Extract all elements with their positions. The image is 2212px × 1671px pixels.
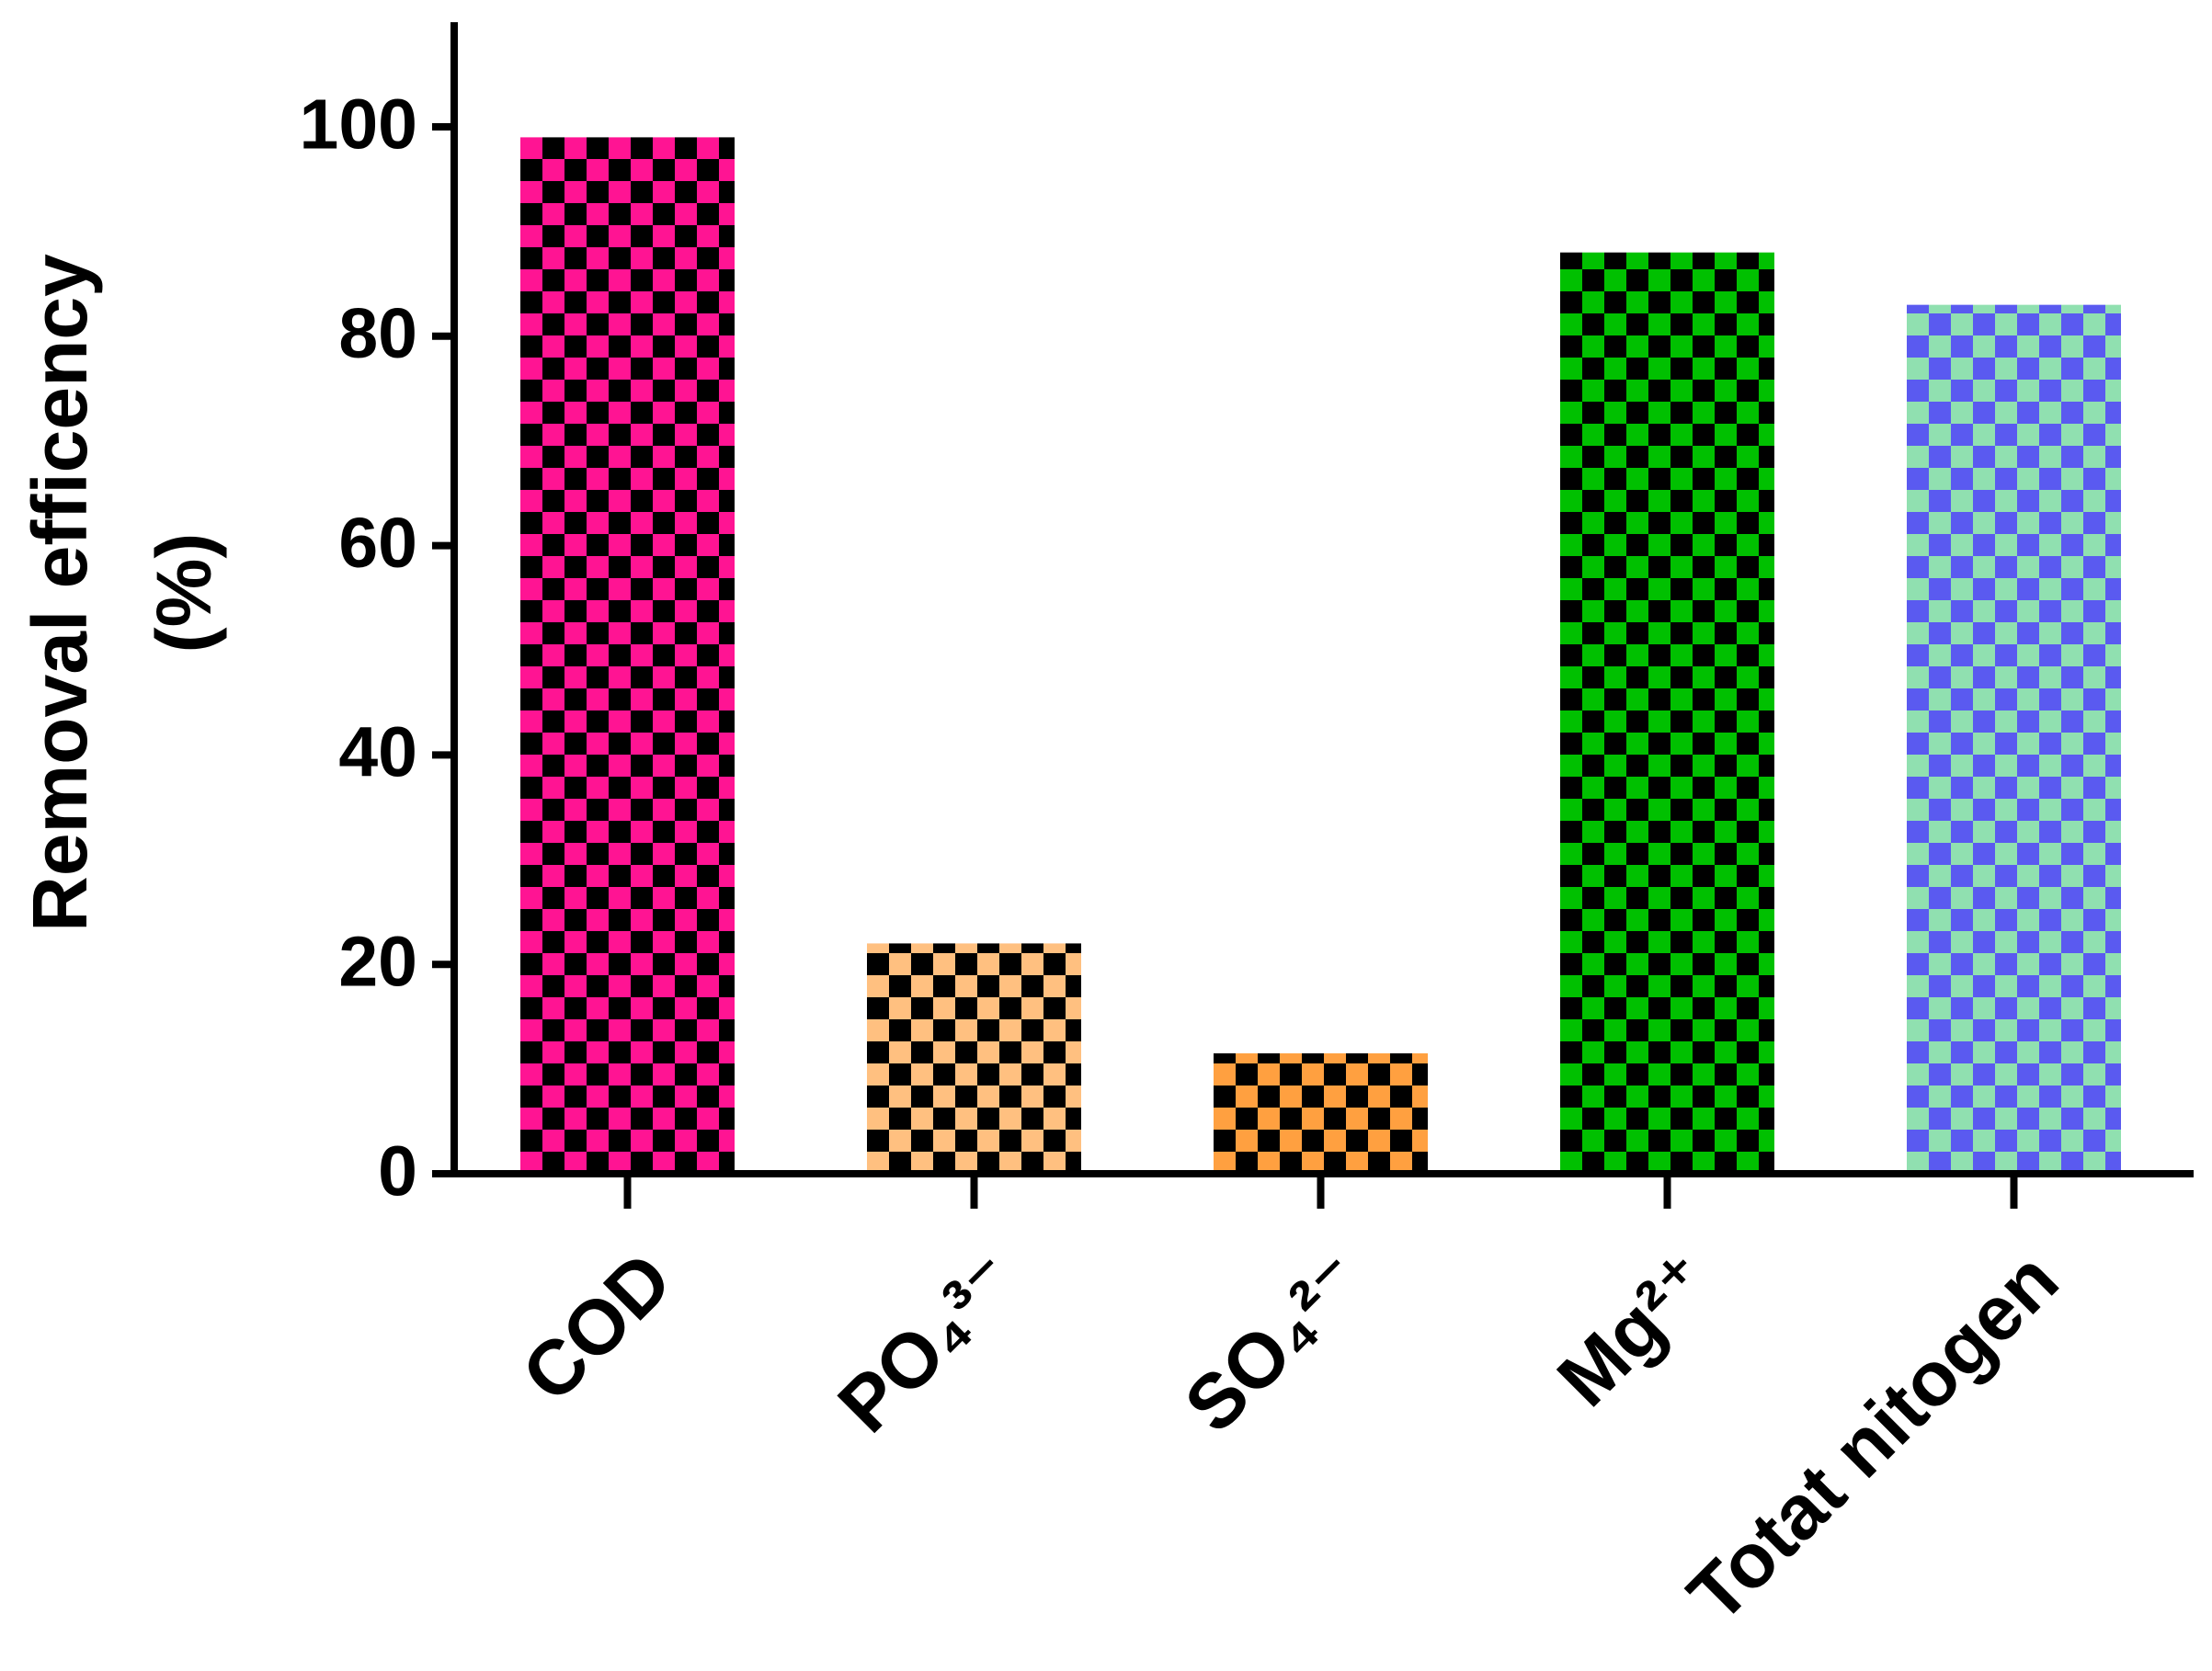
x-tick-label: Mg²⁺	[1541, 1235, 1727, 1422]
x-tick-label-group: COD	[506, 1235, 688, 1417]
x-tick-label: COD	[506, 1235, 688, 1417]
y-tick-label: 60	[338, 504, 417, 583]
y-tick-label: 0	[378, 1131, 417, 1211]
y-axis-label-line1: Removal efficency	[17, 254, 103, 932]
y-tick-label: 40	[338, 713, 417, 792]
bar	[1907, 304, 2121, 1170]
x-tick-label: PO₄³⁻	[821, 1235, 1034, 1449]
x-tick-label: SO₄²⁻	[1168, 1235, 1381, 1449]
bar	[1214, 1053, 1428, 1170]
y-tick-label: 80	[338, 294, 417, 373]
y-tick-label: 100	[300, 85, 417, 164]
y-axis-label: (%)	[141, 533, 227, 654]
x-tick-label-group: Totat nitogen	[1671, 1235, 2074, 1638]
bar	[520, 137, 735, 1170]
x-tick-label-group: Mg²⁺	[1541, 1235, 1727, 1422]
y-axis-label-line2: (%)	[141, 533, 227, 654]
x-tick-label-group: PO₄³⁻	[821, 1235, 1034, 1449]
x-tick-label-group: SO₄²⁻	[1168, 1235, 1381, 1449]
y-axis-label: Removal efficency	[17, 254, 103, 932]
y-tick-label: 20	[338, 923, 417, 1002]
x-tick-label: Totat nitogen	[1671, 1235, 2074, 1638]
bar	[1560, 252, 1774, 1170]
bar	[867, 943, 1081, 1170]
